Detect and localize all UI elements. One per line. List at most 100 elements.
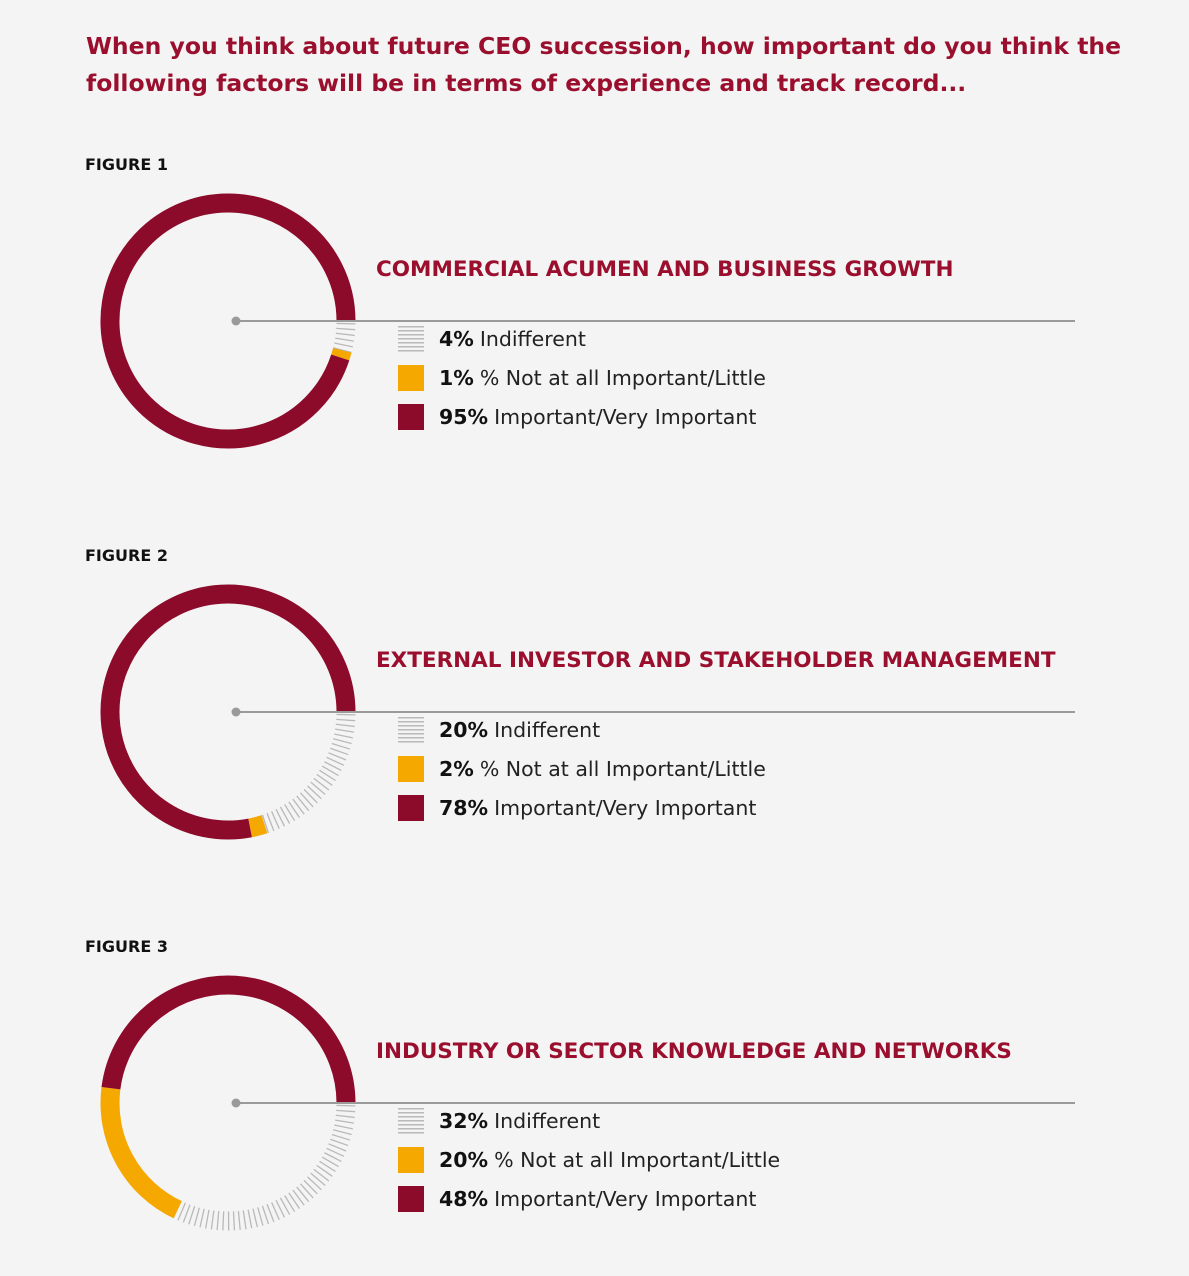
donut-tick [199,1208,205,1228]
donut-tick [247,1209,253,1229]
donut-tick [288,1192,301,1209]
donut-tick [331,742,351,750]
donut-slice-important [100,193,356,449]
donut-tick [328,752,347,761]
donut-tick [216,1211,220,1231]
donut-tick [232,1211,236,1231]
figure-2: FIGURE 2 EXTERNAL INVESTOR AND STAKEHOLD… [0,546,1189,876]
donut-tick [334,733,353,739]
donut-tick [205,1209,210,1229]
legend-item-important: 95% Important/Very Important [398,397,766,436]
donut-tick [275,1199,286,1218]
legend-value: 2% [439,756,474,781]
legend-label: % Not at all Important/Little [479,365,766,390]
chart-legend: 4% Indifferent 1% % Not at all Important… [398,319,766,436]
donut-tick [237,1210,241,1230]
legend-value: 78% [439,795,489,820]
legend-item-important: 48% Important/Very Important [398,1179,780,1218]
donut-tick [252,1208,258,1228]
donut-tick [303,1179,318,1195]
donut-slice-indifferent [177,1104,356,1231]
donut-slice-important [101,975,356,1104]
donut-tick [271,811,280,830]
donut-slice-not-important [248,815,268,838]
legend-value: 48% [439,1186,489,1211]
legend-swatch-indifferent [398,716,424,743]
legend-label: Important/Very Important [494,1186,757,1211]
figure-3: FIGURE 3 INDUSTRY OR SECTOR KNOWLEDGE AN… [0,937,1189,1267]
page-headline: When you think about future CEO successi… [86,32,1122,97]
donut-tick [182,1204,191,1223]
donut-tick [299,1183,314,1199]
donut-tick [279,1197,291,1215]
donut-tick [284,804,296,822]
donut-tick [316,773,333,786]
donut-tick [261,814,270,834]
legend-swatch-not-important [398,1146,424,1173]
donut-tick [193,1207,200,1227]
legend-swatch-not-important [398,755,424,782]
legend-label: Indifferent [494,717,601,742]
donut-tick [332,347,352,354]
donut-slice-not-important [100,1087,182,1219]
donut-tick [319,769,336,782]
donut-tick [316,1164,333,1177]
donut-tick [321,765,339,777]
donut-tick [275,808,286,827]
donut-tick [324,1152,342,1163]
donut-tick [271,1202,280,1221]
donut-tick [336,1109,356,1113]
donut-tick [292,798,305,815]
donut-tick [307,1176,322,1191]
legend-value: 32% [439,1108,489,1133]
figure-label: FIGURE 2 [85,546,168,565]
legend-label: % Not at all Important/Little [479,756,766,781]
donut-chart [100,975,1075,1231]
chart-legend: 20% Indifferent 2% % Not at all Importan… [398,710,766,827]
legend-label: Important/Very Important [494,795,757,820]
donut-tick [299,792,314,808]
donut-tick [310,781,326,795]
donut-tick [210,1210,215,1230]
legend-item-not-important: 1% % Not at all Important/Little [398,358,766,397]
donut-tick [336,327,356,331]
donut-tick [330,1138,349,1147]
donut-tick [266,1203,275,1223]
donut-tick [307,785,322,800]
donut-tick [335,1119,355,1124]
figure-1: FIGURE 1 COMMERCIAL ACUMEN AND BUSINESS … [0,155,1189,485]
donut-tick [328,1143,347,1152]
legend-label: Important/Very Important [494,404,757,429]
figure-label: FIGURE 3 [85,937,168,956]
chart-title: COMMERCIAL ACUMEN AND BUSINESS GROWTH [376,257,954,282]
donut-tick [334,1124,353,1130]
donut-tick [261,1205,270,1225]
donut-tick [332,1129,352,1136]
legend-label: Indifferent [479,326,586,351]
donut-tick [310,1172,326,1186]
donut-tick [335,1114,355,1119]
donut-tick [332,738,352,745]
legend-label: Indifferent [494,1108,601,1133]
donut-slice-not-important [331,347,352,361]
legend-swatch-important [398,1185,424,1212]
donut-tick [242,1210,247,1230]
legend-value: 1% [439,365,474,390]
donut-slice-indifferent [261,713,356,834]
donut-tick [324,761,342,772]
legend-swatch-not-important [398,364,424,391]
legend-item-not-important: 20% % Not at all Important/Little [398,1140,780,1179]
donut-tick [292,1189,305,1206]
donut-tick [188,1206,196,1225]
donut-tick [335,723,355,728]
donut-tick [222,1211,225,1231]
donut-slice-indifferent [332,322,356,354]
donut-tick [313,777,330,791]
donut-tick [296,1186,310,1203]
donut-tick [321,1156,339,1168]
donut-chart [100,193,1075,449]
donut-tick [303,788,318,804]
donut-tick [334,342,353,348]
donut-tick [331,1133,351,1141]
center-dot [231,316,241,326]
